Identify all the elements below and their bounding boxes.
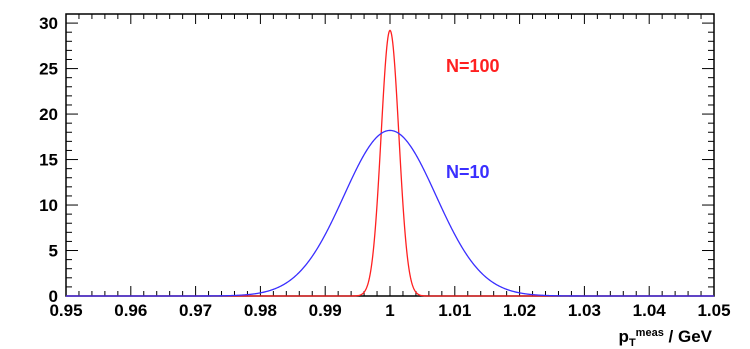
series-label-n10: N=10 xyxy=(446,162,490,182)
y-tick-label: 0 xyxy=(49,287,58,306)
y-tick-label: 15 xyxy=(39,151,58,170)
plot-frame xyxy=(65,13,715,297)
series-line-n100 xyxy=(66,29,714,297)
x-tick-label: 0.98 xyxy=(244,301,277,320)
x-tick-label: 1.01 xyxy=(438,301,471,320)
series-label-n100: N=100 xyxy=(446,56,500,76)
x-tick-label: 0.96 xyxy=(114,301,147,320)
x-tick-labels: 0.95 0.96 0.97 0.98 0.99 1 1.01 1.02 1.03 1.04 1.0… xyxy=(49,301,730,320)
y-tick-label: 30 xyxy=(39,14,58,33)
series-line-n10 xyxy=(66,129,714,297)
y-tick-label: 5 xyxy=(49,242,58,261)
x-tick-label: 0.95 xyxy=(49,301,82,320)
x-axis-title: pTmeas / GeV xyxy=(619,327,713,349)
x-tick-label: 0.99 xyxy=(309,301,342,320)
x-tick-label: 1 xyxy=(385,301,394,320)
x-tick-label: 1.05 xyxy=(697,301,730,320)
y-tick-label: 10 xyxy=(39,196,58,215)
y-tick-label: 20 xyxy=(39,105,58,124)
x-tick-label: 0.97 xyxy=(179,301,212,320)
y-tick-label: 25 xyxy=(39,60,58,79)
x-tick-label: 1.04 xyxy=(633,301,667,320)
y-tick-labels: 0 5 10 15 20 25 30 xyxy=(39,14,58,306)
series-curves xyxy=(66,29,714,297)
x-tick-label: 1.03 xyxy=(568,301,601,320)
x-tick-label: 1.02 xyxy=(503,301,536,320)
axis-ticks xyxy=(65,13,715,297)
